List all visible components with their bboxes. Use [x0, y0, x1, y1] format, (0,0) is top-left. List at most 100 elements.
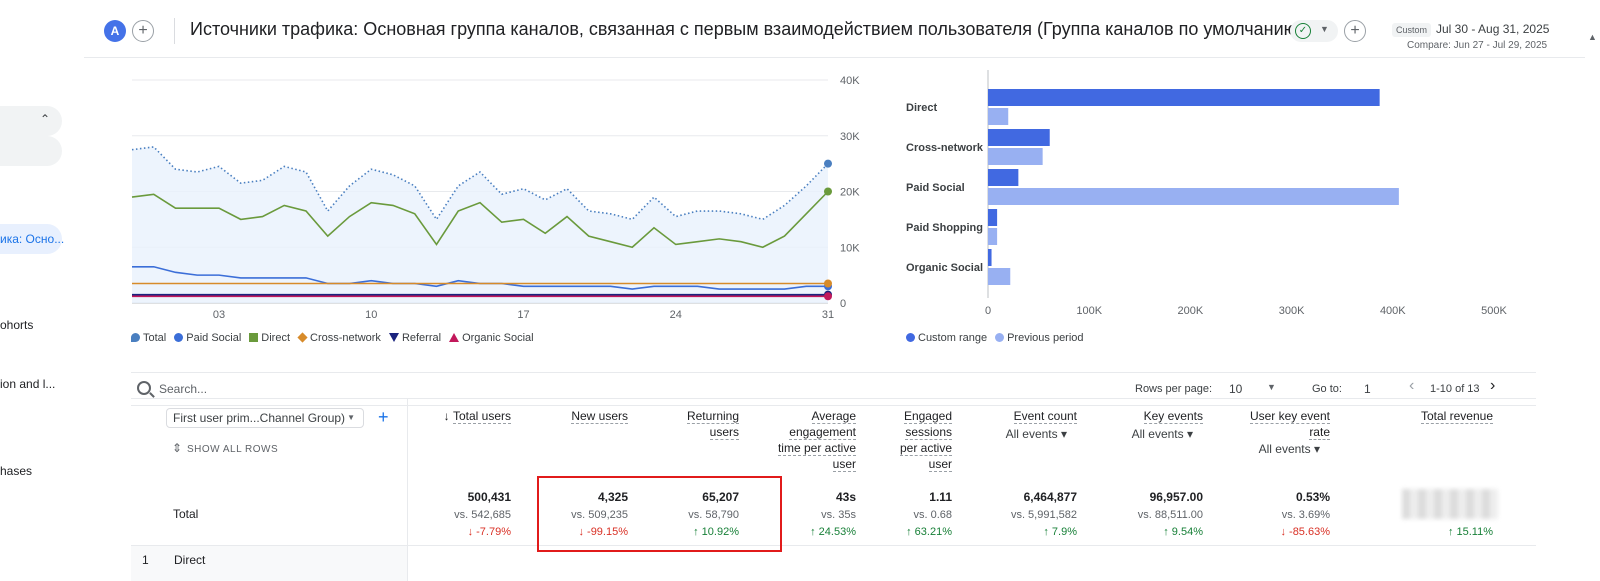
change-value: ↑ 24.53%	[810, 526, 856, 538]
add-button[interactable]: +	[1344, 20, 1366, 42]
column-header[interactable]: Event count	[1013, 408, 1077, 424]
scroll-up-icon[interactable]: ▲	[1588, 32, 1597, 42]
column-header-label: per active	[899, 441, 952, 456]
add-dimension-icon[interactable]: +	[378, 407, 389, 427]
comparison-value: vs. 5,991,582	[1010, 509, 1077, 521]
total-value: 500,431	[467, 490, 511, 504]
total-value: 4,325	[597, 490, 628, 504]
nav-item-selected[interactable]	[0, 136, 62, 166]
comparison-value: vs. 3.69%	[1281, 509, 1330, 521]
total-row-label: Total	[173, 507, 199, 521]
column-header[interactable]: Returning users	[686, 408, 739, 440]
goto-input[interactable]: 1	[1364, 382, 1371, 396]
search-input[interactable]	[159, 379, 559, 399]
chevron-up-icon[interactable]: ⌃	[40, 112, 51, 126]
change-value: ↑ 7.9%	[1043, 526, 1077, 538]
comparison-value: vs. 88,511.00	[1137, 509, 1203, 521]
legend-item[interactable]: Total	[131, 332, 166, 344]
chevron-down-icon[interactable]: ▼	[1267, 382, 1276, 392]
nav-section-header[interactable]: ⌃	[0, 106, 62, 136]
legend-label: Organic Social	[462, 332, 534, 344]
rows-per-page-select[interactable]: 10	[1229, 382, 1243, 396]
legend-item[interactable]: Previous period	[995, 332, 1084, 344]
status-chip[interactable]: ✓ ▼	[1290, 20, 1338, 42]
dimension-select[interactable]: First user prim...Channel Group) ▼	[166, 408, 364, 428]
x-tick-label: 300K	[1279, 305, 1305, 317]
circle-icon	[995, 333, 1005, 342]
scrollbar[interactable]: ▲	[1585, 0, 1600, 581]
table-header-border	[131, 398, 1536, 399]
series-end-marker	[824, 159, 832, 168]
add-comparison-button[interactable]: +	[132, 20, 154, 42]
legend-item[interactable]: Cross-network	[297, 332, 381, 344]
avatar[interactable]: A	[104, 20, 126, 42]
metric-filter-select[interactable]: All events ▾	[1131, 427, 1193, 441]
nav-item-active[interactable]: ика: Осно...	[0, 224, 65, 254]
nav-item-purchases[interactable]: hases	[0, 464, 33, 478]
change-value: ↓ -99.15%	[578, 526, 628, 538]
legend-item[interactable]: Organic Social	[449, 332, 534, 344]
total-value: 1.11	[929, 490, 952, 504]
bar-previous-period	[988, 228, 998, 245]
total-cell: 6,464,877 vs. 5,991,582 ↑ 7.9%	[1011, 489, 1077, 541]
row-index: 1	[142, 553, 149, 567]
total-cell: 1.11 vs. 0.68 ↑ 63.21%	[906, 489, 952, 541]
diamond-icon	[297, 332, 308, 343]
x-tick-label: 31	[822, 309, 834, 321]
prev-page-icon[interactable]: ‹	[1409, 377, 1415, 394]
metric-filter-select[interactable]: All events ▾	[1005, 427, 1067, 441]
show-all-rows-button[interactable]: SHOW ALL ROWS	[187, 444, 279, 455]
column-header-label: engagement	[789, 425, 856, 440]
column-header-label: New users	[571, 409, 628, 424]
legend-item[interactable]: Direct	[249, 332, 290, 344]
category-label: Direct	[906, 102, 938, 114]
nav-item-cohorts[interactable]: ohorts	[0, 318, 34, 332]
nav-item-label: ика: Осно...	[0, 232, 65, 246]
line-chart-legend: Total Paid Social Direct Cross-network Refer…	[131, 332, 542, 344]
column-header-label: User key event	[1249, 409, 1330, 424]
line-chart: 40K 30K 20K 10K 0 03 10 17 24 31 Aug	[131, 75, 860, 322]
page-range: 1-10 of 13	[1430, 383, 1480, 395]
legend-item[interactable]: Referral	[388, 332, 441, 344]
x-tick-label: 24	[670, 309, 682, 321]
column-header-label: Event count	[1013, 409, 1077, 424]
total-value: 6,464,877	[1023, 490, 1077, 504]
date-range[interactable]: Jul 30 - Aug 31, 2025	[1436, 22, 1550, 36]
header-divider	[174, 18, 175, 44]
row-label[interactable]: Direct	[174, 553, 206, 567]
column-header-label: Engaged	[903, 409, 952, 424]
y-tick-label: 30K	[840, 131, 860, 143]
column-header[interactable]: Engaged sessions per active user	[899, 408, 952, 472]
change-value: ↓ -85.63%	[1280, 526, 1330, 538]
comparison-value: vs. 542,685	[454, 509, 511, 521]
column-header-label: users	[709, 425, 739, 440]
legend-item[interactable]: Custom range	[906, 332, 987, 344]
sort-arrow-icon[interactable]: ↓	[443, 409, 453, 423]
series-end-marker	[824, 279, 832, 288]
total-cell: ↑ 15.11%	[1448, 489, 1493, 541]
nav-item-acquisition[interactable]: ion and l...	[0, 377, 56, 391]
legend-item[interactable]: Paid Social	[174, 332, 241, 344]
report-card	[122, 58, 1536, 581]
column-header[interactable]: Key events	[1143, 408, 1203, 424]
column-header-label: user	[832, 457, 856, 472]
category-label: Paid Social	[906, 182, 965, 194]
column-header[interactable]: Total revenue	[1420, 408, 1493, 424]
column-header[interactable]: Average engagement time per active user	[777, 408, 856, 472]
x-tick-sublabel: Aug	[209, 321, 229, 322]
column-header-label: Total users	[452, 409, 511, 424]
change-value: ↑ 63.21%	[906, 526, 952, 538]
total-value: 65,207	[702, 490, 739, 504]
comparison-value: vs. 35s	[821, 509, 856, 521]
next-page-icon[interactable]: ›	[1490, 377, 1496, 394]
comparison-value: vs. 509,235	[571, 509, 628, 521]
total-cell: 65,207 vs. 58,790 ↑ 10.92%	[688, 489, 739, 541]
metric-filter-select[interactable]: All events ▾	[1258, 442, 1320, 456]
column-header[interactable]: ↓ Total users	[444, 408, 511, 424]
y-tick-label: 0	[840, 298, 846, 310]
column-header[interactable]: New users	[571, 408, 628, 424]
column-header[interactable]: User key event rate	[1249, 408, 1330, 440]
x-tick-label: 0	[985, 305, 991, 317]
search-icon[interactable]	[137, 381, 151, 395]
total-cell: 4,325 vs. 509,235 ↓ -99.15%	[571, 489, 628, 541]
